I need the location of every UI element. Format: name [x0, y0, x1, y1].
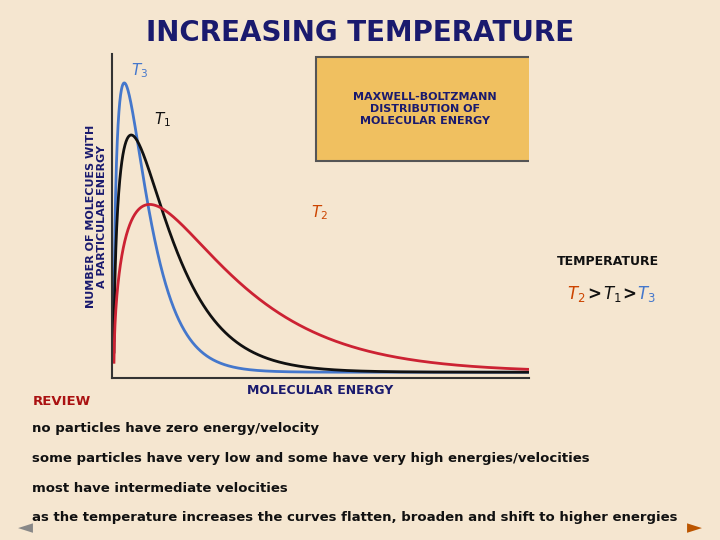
Text: ◄: ◄ — [18, 518, 32, 538]
Text: some particles have very low and some have very high energies/velocities: some particles have very low and some ha… — [32, 452, 590, 465]
FancyBboxPatch shape — [316, 57, 534, 161]
Text: TEMPERATURE: TEMPERATURE — [557, 255, 660, 268]
Text: no particles have zero energy/velocity: no particles have zero energy/velocity — [32, 422, 320, 435]
Text: ►: ► — [688, 518, 702, 538]
Text: $T_2$: $T_2$ — [567, 284, 585, 305]
Text: MAXWELL-BOLTZMANN
DISTRIBUTION OF
MOLECULAR ENERGY: MAXWELL-BOLTZMANN DISTRIBUTION OF MOLECU… — [353, 92, 497, 126]
Text: as the temperature increases the curves flatten, broaden and shift to higher ene: as the temperature increases the curves … — [32, 511, 678, 524]
Text: most have intermediate velocities: most have intermediate velocities — [32, 482, 288, 495]
Y-axis label: NUMBER OF MOLECUES WITH
A PARTICULAR ENERGY: NUMBER OF MOLECUES WITH A PARTICULAR ENE… — [86, 124, 107, 308]
Text: >: > — [622, 285, 636, 303]
Text: $T_3$: $T_3$ — [637, 284, 656, 305]
Text: $T_1$: $T_1$ — [603, 284, 621, 305]
Text: $T_1$: $T_1$ — [154, 111, 171, 129]
Text: $T_2$: $T_2$ — [310, 203, 328, 222]
Text: $T_3$: $T_3$ — [131, 62, 148, 80]
X-axis label: MOLECULAR ENERGY: MOLECULAR ENERGY — [247, 383, 394, 396]
Text: INCREASING TEMPERATURE: INCREASING TEMPERATURE — [146, 19, 574, 47]
Text: REVIEW: REVIEW — [32, 395, 91, 408]
Text: >: > — [587, 285, 601, 303]
